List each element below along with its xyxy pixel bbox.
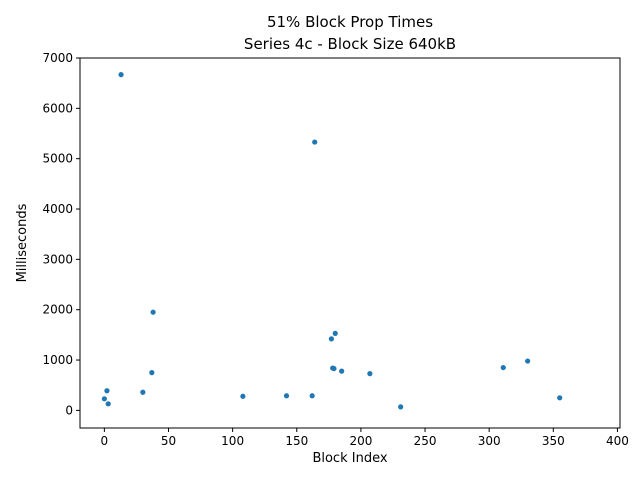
data-point [118,72,124,78]
data-point [339,368,345,374]
data-point [331,365,337,372]
chart-title-line2: Series 4c - Block Size 640kB [244,35,456,53]
data-point [140,389,146,395]
data-point [150,309,156,315]
data-point [149,370,155,376]
data-point [525,358,531,364]
x-tick-label: 300 [478,434,501,448]
data-points [101,72,563,410]
y-tick-label: 6000 [42,101,73,115]
data-point [283,393,290,399]
data-point [557,395,563,401]
y-tick-label: 5000 [42,152,73,166]
data-point [500,364,506,371]
y-tick-label: 2000 [42,303,73,317]
x-tick-label: 50 [161,434,176,448]
x-tick-label: 0 [101,434,109,448]
x-tick-label: 150 [285,434,308,448]
x-tick-label: 250 [414,434,437,448]
x-tick-label: 200 [349,434,372,448]
y-tick-label: 7000 [42,51,73,65]
data-point [332,330,338,336]
y-axis-label: Milliseconds [15,203,30,282]
x-axis-ticks: 0 50 100 150 200 250 300 350 400 [101,428,629,448]
data-point [309,393,315,399]
chart-title-line1: 51% Block Prop Times [267,13,433,31]
data-point [312,139,318,145]
x-tick-label: 400 [606,434,629,448]
plot-area: 0 50 100 150 200 250 300 350 400 0 1000 2000 3000 40… [42,51,628,448]
plot-frame [79,57,621,429]
data-point [398,404,404,410]
data-point [105,401,111,407]
x-tick-label: 100 [221,434,244,448]
y-tick-label: 3000 [42,252,73,266]
data-point [367,371,373,377]
data-point [328,336,335,342]
y-tick-label: 0 [65,403,73,417]
x-axis-label: Block Index [312,451,387,466]
y-axis-ticks: 0 1000 2000 3000 4000 5000 6000 7000 [42,51,80,417]
data-point [104,388,110,394]
data-point [101,396,107,402]
data-point [240,393,246,399]
x-tick-label: 350 [542,434,565,448]
y-tick-label: 4000 [42,202,73,216]
y-tick-label: 1000 [42,353,73,367]
